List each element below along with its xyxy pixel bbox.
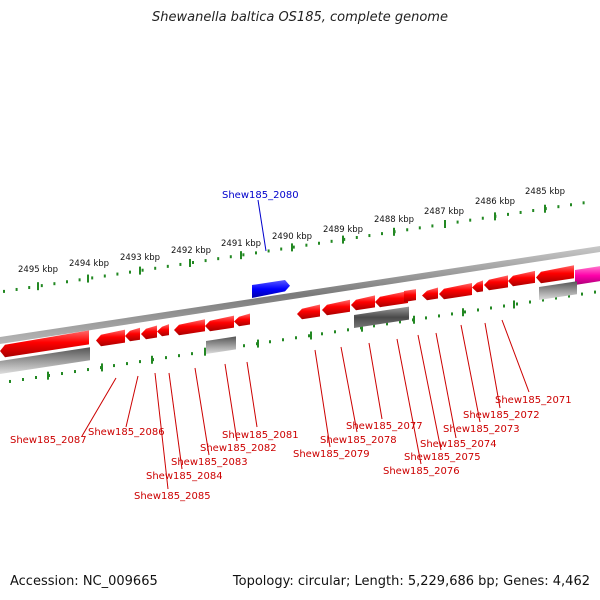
gene-label: Shew185_2081 — [222, 430, 299, 441]
gene-shew185-2085 — [125, 327, 140, 342]
genome-backbone — [0, 246, 600, 344]
leader-line — [460, 324, 481, 423]
leader-line — [81, 377, 117, 437]
gene-shew185-2083 — [157, 324, 169, 337]
gene-label: Shew185_2084 — [146, 471, 223, 482]
gene-label: Shew185_2078 — [320, 435, 397, 446]
leader-line-layer — [81, 199, 530, 490]
gene-shew185-2078 — [322, 299, 350, 316]
gene-label: Shew185_2075 — [404, 452, 481, 463]
gene-shew185-2080 — [252, 279, 290, 298]
leader-line — [125, 375, 139, 428]
leader-line — [168, 372, 183, 470]
scale-label: 2489 kbp — [323, 225, 363, 235]
gene-label-highlight: Shew185_2080 — [222, 190, 299, 201]
gene-label: Shew185_2085 — [134, 491, 211, 502]
backbone-layer — [0, 246, 600, 344]
scale-label: 2488 kbp — [374, 215, 414, 225]
gene-label: Shew185_2083 — [171, 457, 248, 468]
scale-label: 2486 kbp — [475, 197, 515, 207]
gene-shew185-2074 — [422, 287, 438, 301]
leader-line — [257, 199, 267, 252]
scale-label: 2491 kbp — [221, 239, 261, 249]
scale-label: 2487 kbp — [424, 207, 464, 217]
leader-line — [368, 342, 383, 420]
scale-label: 2492 kbp — [171, 246, 211, 256]
gene-label: Shew185_2073 — [443, 424, 520, 435]
scale-label: 2490 kbp — [272, 232, 312, 242]
gene-shew185-2071b — [536, 265, 574, 284]
rna-gene — [575, 266, 600, 285]
gene-shew185-2077 — [351, 295, 375, 311]
gene-shew185-2072b — [484, 275, 508, 291]
leader-line — [194, 367, 210, 456]
gene-shew185-2073 — [439, 282, 472, 300]
gene-grey-2071 — [539, 281, 577, 300]
leader-line — [435, 332, 457, 439]
gene-label: Shew185_2071 — [495, 395, 572, 406]
gene-shew185-2072 — [472, 280, 483, 293]
gene-shew185-2075 — [404, 289, 416, 302]
gene-label: Shew185_2076 — [383, 466, 460, 477]
leader-line — [246, 361, 258, 428]
leader-line — [417, 334, 442, 451]
accession-text: Accession: NC_009665 — [10, 574, 158, 589]
leader-line — [484, 322, 501, 409]
gene-grey-2087 — [0, 347, 90, 374]
leader-line — [314, 349, 331, 448]
gene-shew185-2071 — [508, 270, 535, 287]
gene-shew185-2084 — [141, 325, 157, 340]
label-layer: 2495 kbp 2494 kbp 2493 kbp 2492 kbp 2491 kbp… — [10, 187, 572, 502]
scale-label: 2485 kbp — [525, 187, 565, 197]
gene-shew185-2079 — [297, 304, 320, 320]
gene-dark-2077 — [354, 306, 409, 328]
gene-shew185-2081 — [205, 315, 234, 332]
gene-label: Shew185_2077 — [346, 421, 423, 432]
gene-shew185-2082 — [174, 319, 205, 336]
gene-label: Shew185_2079 — [293, 449, 370, 460]
leader-line — [224, 363, 238, 442]
gene-shew185-2081b — [234, 313, 250, 327]
leader-line — [396, 338, 422, 465]
gene-label: Shew185_2082 — [200, 443, 277, 454]
scale-label: 2494 kbp — [69, 259, 109, 269]
gene-label: Shew185_2074 — [420, 439, 497, 450]
gene-shew185-2087 — [0, 330, 89, 358]
gene-grey-2082 — [206, 336, 236, 354]
gene-label: Shew185_2086 — [88, 427, 165, 438]
scale-label: 2493 kbp — [120, 253, 160, 263]
leader-line — [501, 319, 530, 393]
map-title: Shewanella baltica OS185, complete genom… — [152, 10, 448, 25]
tick-layer — [3, 201, 596, 383]
gene-shew185-2076 — [375, 290, 408, 308]
gene-label: Shew185_2072 — [463, 410, 540, 421]
genome-summary-text: Topology: circular; Length: 5,229,686 bp… — [232, 574, 590, 589]
gene-shew185-2086 — [96, 329, 125, 347]
gene-label: Shew185_2087 — [10, 435, 87, 446]
scale-label: 2495 kbp — [18, 265, 58, 275]
leader-line — [154, 372, 169, 490]
leader-line — [340, 346, 358, 433]
gene-layer — [0, 265, 600, 374]
